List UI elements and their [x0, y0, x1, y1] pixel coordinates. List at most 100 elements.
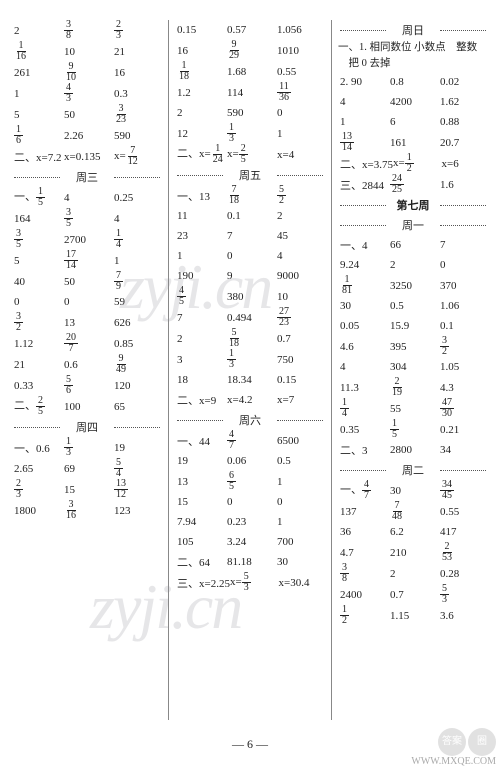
- data-row: 二、x=3.75x=12x=6: [336, 153, 490, 174]
- data-cell: 181: [340, 275, 390, 296]
- data-cell: 一、44: [177, 433, 227, 449]
- data-row: 4538010: [173, 286, 327, 307]
- data-cell: 210: [390, 547, 440, 559]
- data-cell: 45: [277, 230, 327, 242]
- data-cell: x=712: [114, 146, 164, 167]
- data-cell: 1: [114, 255, 164, 267]
- data-row: 4.7210253: [336, 542, 490, 563]
- section-header: 周一: [336, 215, 490, 235]
- data-cell: 35: [14, 229, 64, 250]
- data-cell: 748: [390, 501, 440, 522]
- data-cell: 116: [14, 41, 64, 62]
- data-cell: x=53: [230, 572, 279, 593]
- data-cell: 9: [227, 270, 277, 282]
- data-row: 0.35150.21: [336, 419, 490, 440]
- data-cell: 2723: [277, 307, 327, 328]
- data-cell: 0.15: [177, 24, 227, 36]
- data-cell: 910: [64, 62, 114, 83]
- data-cell: 0.05: [340, 320, 390, 332]
- data-cell: 1.05: [440, 361, 490, 373]
- data-row: 26191016: [10, 62, 164, 83]
- data-cell: 一、0.6: [14, 440, 64, 456]
- data-cell: 23: [114, 20, 164, 41]
- data-cell: 316: [64, 500, 114, 521]
- data-cell: 0.1: [227, 210, 277, 222]
- data-cell: 750: [277, 354, 327, 366]
- data-cell: 6: [390, 116, 440, 128]
- data-cell: 一、4: [340, 237, 390, 253]
- data-cell: 1314: [340, 132, 390, 153]
- data-cell: 65: [114, 401, 164, 413]
- data-row: 2. 900.80.02: [336, 72, 490, 92]
- data-cell: 0.88: [440, 116, 490, 128]
- data-row: 9.2420: [336, 255, 490, 275]
- data-cell: 0.06: [227, 455, 277, 467]
- data-cell: 4: [340, 361, 390, 373]
- data-cell: 0.6: [64, 359, 114, 371]
- data-row: 550323: [10, 104, 164, 125]
- data-row: 二、x=124x=25x=4: [173, 144, 327, 165]
- data-cell: 1: [277, 516, 327, 528]
- data-cell: 15: [64, 484, 114, 496]
- data-row: 35270014: [10, 229, 164, 250]
- data-cell: 123: [114, 505, 164, 517]
- data-cell: 207: [64, 333, 114, 354]
- data-cell: 11: [177, 210, 227, 222]
- data-cell: 0.55: [277, 66, 327, 78]
- data-cell: 380: [227, 291, 277, 303]
- data-row: 三、284424251.6: [336, 174, 490, 195]
- data-cell: 4: [277, 250, 327, 262]
- data-cell: 47: [227, 430, 277, 451]
- data-cell: 7.94: [177, 516, 227, 528]
- data-row: 1818.340.15: [173, 370, 327, 390]
- data-cell: 二、3: [340, 442, 390, 458]
- data-cell: 590: [114, 130, 164, 142]
- data-cell: 16: [177, 45, 227, 57]
- data-cell: 0: [277, 496, 327, 508]
- data-cell: 1010: [277, 45, 327, 57]
- answer-page: 238231161021261910161430.3550323162.2659…: [0, 0, 500, 720]
- data-cell: 0.7: [390, 589, 440, 601]
- data-cell: 38: [340, 563, 390, 584]
- data-cell: 1: [277, 476, 327, 488]
- data-cell: 1800: [14, 505, 64, 517]
- data-cell: 30: [390, 485, 440, 497]
- data-cell: 13: [227, 349, 277, 370]
- data-cell: 1.06: [440, 300, 490, 312]
- data-row: 1430.3: [10, 83, 164, 104]
- section-header: 周二: [336, 460, 490, 480]
- week-header: 第七周: [336, 195, 490, 215]
- data-cell: 一、13: [177, 188, 227, 204]
- data-cell: 0.23: [227, 516, 277, 528]
- data-row: 162.26590: [10, 125, 164, 146]
- data-cell: 56: [64, 375, 114, 396]
- data-row: 二、2510065: [10, 396, 164, 417]
- data-cell: 59: [114, 296, 164, 308]
- data-cell: 395: [390, 341, 440, 353]
- data-cell: 626: [114, 317, 164, 329]
- data-cell: 2425: [390, 174, 440, 195]
- data-row: 160.88: [336, 112, 490, 132]
- data-cell: 120: [114, 380, 164, 392]
- data-cell: 2: [390, 568, 440, 580]
- data-cell: x=4.2: [227, 394, 277, 406]
- data-cell: 1.62: [440, 96, 490, 108]
- data-cell: 0.1: [440, 320, 490, 332]
- data-cell: 4730: [440, 398, 490, 419]
- data-cell: 18: [177, 374, 227, 386]
- data-cell: 14: [340, 398, 390, 419]
- data-cell: 二、25: [14, 396, 64, 417]
- data-row: 13651: [173, 471, 327, 492]
- data-cell: 45: [177, 286, 227, 307]
- column-1: 238231161021261910161430.3550323162.2659…: [10, 20, 164, 720]
- data-row: 一、0.61319: [10, 437, 164, 458]
- data-cell: 66: [390, 239, 440, 251]
- data-cell: 1: [177, 250, 227, 262]
- data-row: 1.21141136: [173, 82, 327, 103]
- data-row: 二、6481.1830: [173, 552, 327, 572]
- data-row: 二、x=7.2x=0.135x=712: [10, 146, 164, 167]
- data-cell: 5: [14, 255, 64, 267]
- data-cell: 1.12: [14, 338, 64, 350]
- data-cell: 1.2: [177, 87, 227, 99]
- data-cell: 0.15: [277, 374, 327, 386]
